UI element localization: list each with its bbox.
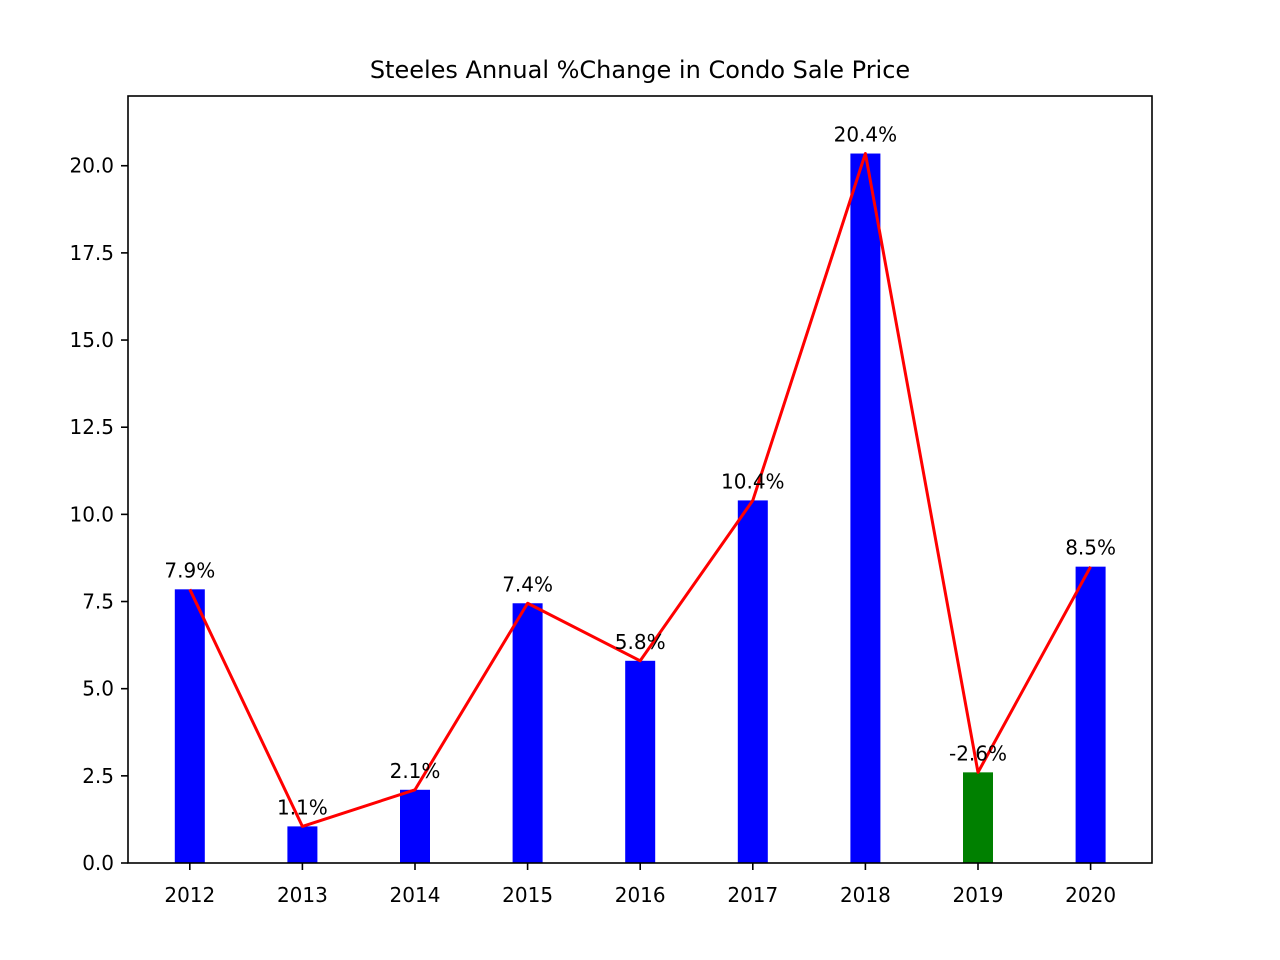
data-label-2019: -2.6% — [949, 741, 1007, 765]
y-tick-label-15.0: 15.0 — [69, 328, 114, 352]
bar-2014 — [400, 789, 430, 863]
y-tick-label-7.5: 7.5 — [82, 590, 114, 614]
x-tick-label-2012: 2012 — [164, 883, 215, 907]
x-tick-label-2013: 2013 — [277, 883, 328, 907]
y-tick-label-20.0: 20.0 — [69, 154, 114, 178]
bar-2017 — [737, 500, 768, 863]
x-tick-label-2018: 2018 — [840, 883, 891, 907]
x-tick-label-2020: 2020 — [1065, 883, 1116, 907]
bar-2013 — [287, 826, 318, 863]
bar-2012 — [174, 589, 205, 863]
data-label-2012: 7.9% — [164, 558, 215, 582]
bar-2020 — [1075, 566, 1106, 863]
data-label-2020: 8.5% — [1065, 536, 1116, 560]
x-tick-label-2014: 2014 — [390, 883, 441, 907]
plot-area: 7.9% 1.1% 2.1% 7.4% 5.8% 10.4% 20.4% -2.6% 8.5% 2… — [69, 123, 1116, 907]
bar-2016 — [625, 660, 656, 863]
axes-frame — [127, 95, 1153, 864]
y-tick-label-12.5: 12.5 — [69, 415, 114, 439]
y-tick-label-0.0: 0.0 — [82, 851, 114, 875]
x-tick-label-2017: 2017 — [727, 883, 778, 907]
y-tick-label-10.0: 10.0 — [69, 502, 114, 526]
x-tick-label-2016: 2016 — [615, 883, 666, 907]
x-tick-label-2015: 2015 — [502, 883, 553, 907]
data-label-2017: 10.4% — [721, 469, 785, 493]
x-tick-label-2019: 2019 — [953, 883, 1004, 907]
y-tick-label-2.5: 2.5 — [82, 764, 114, 788]
y-tick-label-17.5: 17.5 — [69, 241, 114, 265]
bar-2015 — [512, 603, 543, 863]
data-label-2013: 1.1% — [277, 795, 328, 819]
data-label-2014: 2.1% — [390, 759, 441, 783]
data-label-2018: 20.4% — [834, 123, 898, 147]
y-tick-label-5.0: 5.0 — [82, 677, 114, 701]
bar-2019 — [963, 772, 993, 863]
data-label-2015: 7.4% — [502, 572, 553, 596]
data-label-2016: 5.8% — [615, 630, 666, 654]
chart-title: Steeles Annual %Change in Condo Sale Pri… — [370, 56, 910, 84]
bar-2018 — [850, 153, 881, 863]
